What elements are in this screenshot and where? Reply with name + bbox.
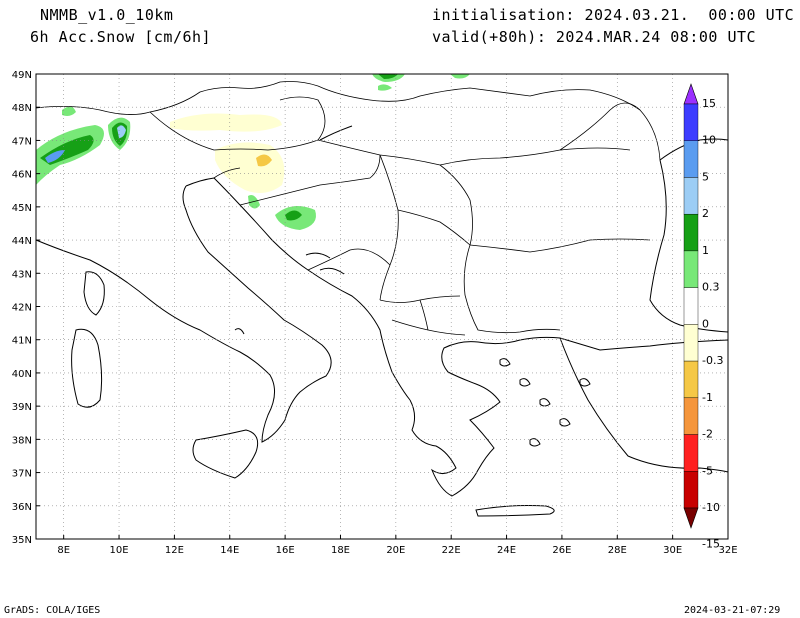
borders: [35, 81, 661, 336]
colorbar-label: 5: [702, 170, 709, 183]
lon-label: 22E: [442, 545, 461, 556]
render-timestamp: 2024-03-21-07:29: [684, 605, 781, 616]
axis-ticks: 49N 48N 47N 46N 45N 44N 43N 42N 41N 40N 39N 38N 37N 3…: [12, 70, 738, 556]
colorbar-label: -10: [702, 501, 720, 514]
lon-label: 32E: [718, 545, 737, 556]
colorbar-swatch: [683, 324, 699, 362]
lon-label: 10E: [110, 545, 129, 556]
lon-label: 24E: [497, 545, 516, 556]
colorbar-label: -2: [702, 428, 713, 441]
lat-label: 43N: [12, 269, 32, 280]
map-area: 49N 48N 47N 46N 45N 44N 43N 42N 41N 40N 39N 38N 37N 3…: [12, 70, 738, 556]
lat-label: 35N: [12, 535, 32, 546]
lat-label: 42N: [12, 303, 32, 314]
lon-label: 28E: [608, 545, 627, 556]
lon-label: 8E: [57, 545, 70, 556]
model-name: NMMB_v1.0_10km: [40, 6, 174, 24]
colorbar-swatch: [683, 360, 699, 399]
lat-label: 40N: [12, 369, 32, 380]
colorbar-label: -5: [702, 464, 713, 477]
lat-label: 38N: [12, 435, 32, 446]
colorbar-swatch: [683, 507, 699, 529]
colorbar-swatch: [683, 213, 699, 252]
lon-label: 12E: [165, 545, 184, 556]
colorbar-label: 0.3: [702, 281, 720, 294]
lon-label: 26E: [552, 545, 571, 556]
colorbar-label: -1: [702, 391, 713, 404]
colorbar-swatch: [683, 103, 699, 141]
lat-label: 47N: [12, 136, 32, 147]
lat-label: 37N: [12, 469, 32, 480]
lat-label: 45N: [12, 203, 32, 214]
lat-label: 36N: [12, 502, 32, 513]
colorbar-label: 15: [702, 97, 716, 110]
lat-label: 41N: [12, 336, 32, 347]
lon-label: 30E: [663, 545, 682, 556]
valid-time: valid(+80h): 2024.MAR.24 08:00 UTC: [432, 28, 757, 46]
colorbar-swatch: [683, 471, 699, 509]
lat-label: 46N: [12, 170, 32, 181]
lon-label: 18E: [331, 545, 350, 556]
snow-fields: [36, 74, 470, 230]
lat-label: 39N: [12, 402, 32, 413]
colorbar-swatch: [683, 434, 699, 472]
colorbar-label: -15: [702, 538, 720, 551]
lat-label: 44N: [12, 236, 32, 247]
lon-label: 20E: [386, 545, 405, 556]
lat-label: 49N: [12, 70, 32, 81]
credit-text: GrADS: COLA/IGES: [4, 605, 101, 616]
colorbar: 15 10 5 2 1 0.3 0 -0.3 -1 -2 -5 -10 -15: [683, 83, 723, 551]
colorbar-label: 2: [702, 207, 709, 220]
colorbar-swatch: [683, 250, 699, 288]
colorbar-swatch: [683, 177, 699, 215]
colorbar-swatch: [683, 397, 699, 435]
lon-label: 16E: [276, 545, 295, 556]
colorbar-swatch: [683, 140, 699, 178]
lon-label: 14E: [220, 545, 239, 556]
lat-label: 48N: [12, 103, 32, 114]
colorbar-label: 0: [702, 317, 709, 330]
variable-name: 6h Acc.Snow [cm/6h]: [30, 28, 212, 46]
colorbar-label: -0.3: [702, 354, 723, 367]
graticule: [36, 74, 728, 539]
init-time: initialisation: 2024.03.21. 00:00 UTC: [432, 6, 795, 24]
coastlines: [35, 125, 729, 517]
colorbar-label: 1: [702, 244, 709, 257]
colorbar-swatch: [683, 287, 699, 325]
colorbar-label: 10: [702, 134, 716, 147]
